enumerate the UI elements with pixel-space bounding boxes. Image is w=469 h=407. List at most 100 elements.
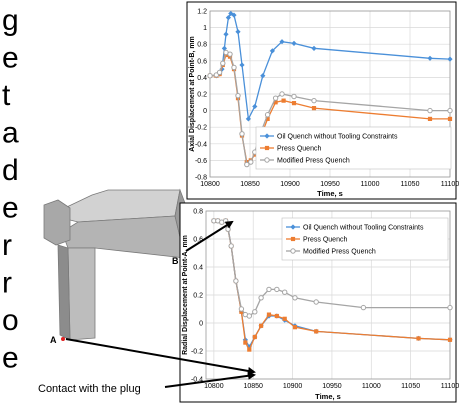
data-point [264, 112, 271, 118]
y-axis-title: Axial Displacement at Point-B, mm [189, 36, 196, 152]
data-point [427, 116, 433, 121]
x-tick-label: 11050 [401, 383, 420, 390]
point-a-label: A [50, 335, 57, 345]
model-face-stem-front [67, 247, 96, 341]
y-tick-label: -0.4 [191, 377, 203, 384]
data-point [216, 69, 223, 76]
data-point [290, 248, 296, 254]
side-text-letter: e [2, 192, 19, 225]
data-point [447, 304, 453, 311]
x-tick-label: 11000 [361, 181, 380, 188]
side-text-letter: e [2, 342, 19, 375]
x-tick-label: 11100 [441, 181, 460, 188]
arrow-b-to-axial-chart [185, 220, 234, 252]
data-point [245, 116, 251, 122]
data-point [447, 56, 453, 62]
data-point [282, 289, 288, 295]
plot-area [209, 10, 451, 178]
data-point [228, 243, 234, 249]
data-point [239, 62, 245, 68]
y-tick-label: -0.2 [195, 125, 207, 132]
legend-label: Oil Quench without Tooling Constraints [277, 134, 398, 141]
y-tick-label: -0.2 [191, 349, 203, 356]
side-text-letter: d [2, 154, 19, 187]
side-text-letter: t [2, 79, 11, 112]
x-tick-label: 10800 [200, 181, 220, 188]
data-point [231, 64, 237, 71]
x-tick-label: 10800 [204, 383, 224, 390]
y-tick-label: 0.4 [197, 75, 207, 82]
x-tick-label: 10850 [240, 181, 260, 188]
side-text-letter: a [2, 117, 19, 150]
data-point [279, 91, 285, 97]
legend-label: Modified Press Quench [303, 249, 376, 256]
model-face-flange [43, 199, 71, 246]
y-tick-label: 0 [199, 321, 203, 328]
data-point [274, 286, 280, 293]
data-point [264, 133, 270, 139]
data-point [447, 116, 453, 121]
x-tick-label: 11100 [441, 383, 460, 390]
data-point [360, 304, 367, 311]
y-tick-label: -0.6 [195, 158, 207, 165]
x-tick-label: 10900 [280, 181, 300, 188]
data-point [290, 224, 296, 230]
contact-callout-label: Contact with the plug [38, 383, 141, 395]
legend-label: Oil Quench without Tooling Constraints [303, 225, 424, 232]
data-point [264, 157, 270, 163]
data-point [243, 340, 248, 345]
data-point [274, 313, 279, 319]
data-point [235, 92, 241, 99]
data-point [248, 159, 254, 165]
legend-label: Modified Press Quench [277, 158, 350, 165]
side-text-letter: r [2, 229, 12, 262]
data-point [239, 309, 244, 314]
data-point [223, 31, 229, 37]
data-point [447, 107, 453, 114]
point-a-marker [61, 337, 65, 341]
data-point [247, 347, 252, 352]
y-tick-label: -0.4 [195, 141, 207, 148]
data-point [246, 313, 252, 319]
data-point [427, 107, 433, 114]
data-point [291, 93, 297, 100]
data-point [225, 15, 231, 21]
y-tick-label: 0.6 [197, 58, 207, 65]
data-point [238, 306, 245, 312]
data-point [281, 98, 286, 103]
point-b-label: B [172, 256, 179, 266]
side-text-letter: g [2, 4, 19, 37]
y-tick-label: 1.2 [197, 9, 207, 16]
data-point [252, 309, 258, 315]
data-point [252, 334, 257, 340]
chart-frame [186, 1, 457, 200]
data-point [427, 55, 433, 61]
data-point [291, 101, 297, 106]
side-text-letter: e [2, 42, 19, 75]
chart-radial-displacement: -0.4 -0.2 0 0.2 0.4 0.6 0.8 10800 10850 10900 1095… [179, 202, 460, 403]
x-tick-label: 10850 [243, 383, 263, 390]
model-face-stem-side [57, 244, 71, 341]
data-point [264, 145, 270, 151]
x-axis-title: Time, s [315, 392, 341, 401]
x-tick-label: 10900 [283, 383, 303, 390]
data-point [207, 73, 213, 79]
y-axis-title: Radial Displacement at Point-A, mm [182, 235, 189, 355]
data-point [265, 116, 270, 121]
data-point [233, 278, 239, 284]
side-text-letter: o [2, 304, 19, 337]
x-tick-label: 10950 [322, 383, 342, 390]
legend-label: Press Quench [303, 237, 347, 244]
part-model: B A [43, 188, 197, 345]
data-point [313, 299, 319, 305]
chart-axial-displacement: -0.8 -0.6 -0.4 -0.2 0 0.2 0.4 0.6 0.8 1 1.2 10800 10… [186, 1, 460, 200]
x-tick-label: 11050 [401, 181, 420, 188]
data-point [222, 218, 229, 224]
data-point [227, 51, 233, 57]
data-point [311, 106, 317, 111]
x-tick-label: 11000 [362, 383, 381, 390]
data-point [272, 95, 279, 101]
y-tick-label: 0.8 [197, 42, 207, 49]
y-tick-label: 1 [203, 25, 207, 32]
